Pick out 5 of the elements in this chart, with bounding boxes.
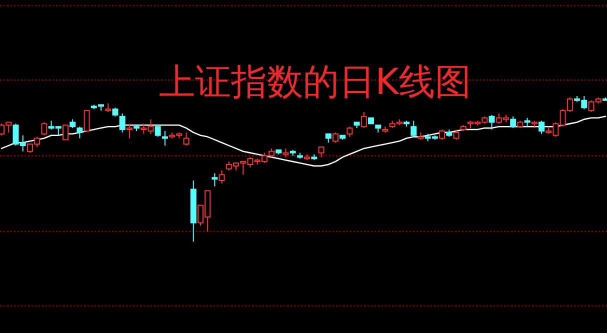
candlestick: [162, 130, 168, 146]
candlestick: [212, 172, 218, 187]
candlestick: [126, 123, 132, 139]
candlestick: [190, 180, 196, 242]
chart-title: 上证指数的日K线图: [159, 62, 471, 103]
